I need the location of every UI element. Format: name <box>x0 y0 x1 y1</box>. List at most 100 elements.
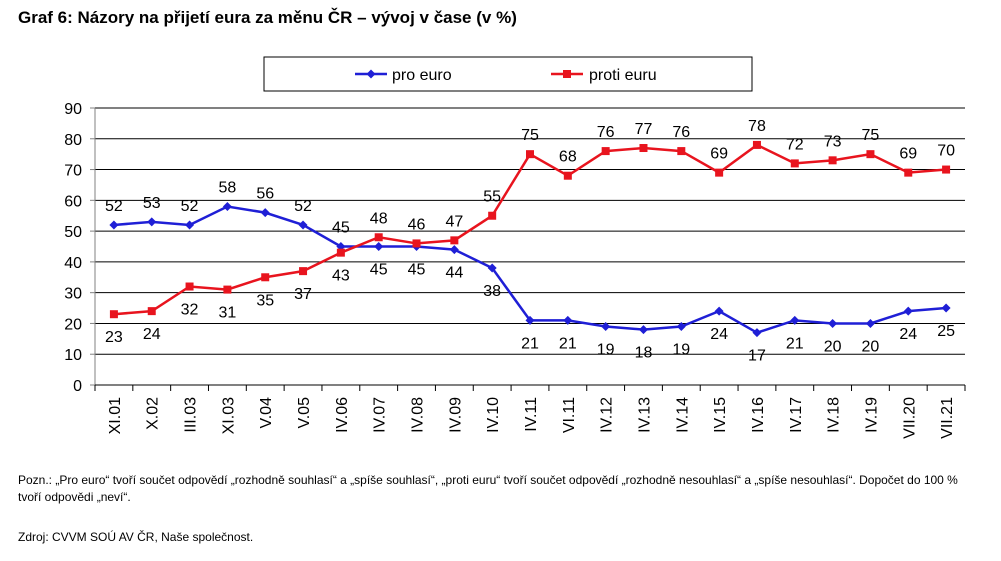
data-point <box>601 147 610 156</box>
data-label: 25 <box>937 323 955 340</box>
data-label: 75 <box>862 127 880 144</box>
footnote: Pozn.: „Pro euro“ tvoří součet odpovědí … <box>18 473 958 504</box>
data-label: 69 <box>710 146 728 163</box>
y-tick-label: 60 <box>64 193 82 210</box>
data-point <box>185 282 194 291</box>
data-point <box>639 144 648 153</box>
data-point <box>865 318 875 328</box>
series-group: 52 53 52 58 56 52 45 45 45 44 38 21 21 19 18 19 24 17 21 20… <box>105 118 955 365</box>
y-tick-label: 90 <box>64 101 82 118</box>
data-label: 68 <box>559 149 577 166</box>
x-tick-label: V.04 <box>258 397 275 429</box>
data-label: 17 <box>748 348 766 365</box>
data-label: 23 <box>105 329 123 346</box>
data-point <box>715 168 724 177</box>
data-label: 77 <box>635 121 653 138</box>
data-point <box>299 267 308 276</box>
axes: 0 10 20 30 40 50 60 70 80 90 XI.01 X.02 III.03 XI.03 V… <box>64 101 966 439</box>
data-label: 45 <box>332 220 350 237</box>
legend-label: proti euru <box>589 67 657 84</box>
data-label: 58 <box>218 179 236 196</box>
y-tick-label: 70 <box>64 163 82 180</box>
x-tick-label: IV.11 <box>523 397 540 432</box>
data-label: 52 <box>105 198 123 215</box>
data-label: 32 <box>181 302 199 319</box>
data-label: 35 <box>256 292 274 309</box>
data-label: 52 <box>294 198 312 215</box>
data-label: 69 <box>899 146 917 163</box>
data-label: 21 <box>521 335 539 352</box>
data-label: 43 <box>332 268 350 285</box>
data-label: 21 <box>786 335 804 352</box>
data-point <box>638 325 648 335</box>
data-point <box>412 239 421 248</box>
data-point <box>714 306 724 316</box>
data-label: 55 <box>483 189 501 206</box>
data-point <box>790 315 800 325</box>
data-point <box>828 156 837 165</box>
data-label: 70 <box>937 143 955 160</box>
data-label: 45 <box>408 262 426 279</box>
legend-marker <box>366 69 376 79</box>
data-point <box>752 140 761 149</box>
data-label: 46 <box>408 216 426 233</box>
data-label: 20 <box>862 338 880 355</box>
data-point <box>676 322 686 332</box>
data-label: 76 <box>597 124 615 141</box>
data-point <box>298 220 308 230</box>
data-point <box>109 310 118 319</box>
y-tick-label: 20 <box>64 316 82 333</box>
data-point <box>903 306 913 316</box>
data-point <box>450 236 459 245</box>
data-point <box>828 318 838 328</box>
data-point <box>449 245 459 255</box>
data-point <box>941 303 951 313</box>
data-point <box>147 217 157 227</box>
data-point <box>752 328 762 338</box>
x-tick-label: IV.18 <box>826 397 843 433</box>
x-tick-label: IV.17 <box>788 397 805 433</box>
data-point <box>601 322 611 332</box>
x-tick-label: IV.15 <box>712 397 729 433</box>
x-tick-label: IV.13 <box>636 397 653 433</box>
data-point <box>185 220 195 230</box>
x-tick-label: IV.16 <box>750 397 767 433</box>
data-label: 20 <box>824 338 842 355</box>
data-point <box>222 201 232 211</box>
data-point <box>374 233 383 242</box>
data-point <box>109 220 119 230</box>
data-point <box>525 315 535 325</box>
x-tick-label: VII.20 <box>901 397 918 439</box>
data-label: 44 <box>445 265 463 282</box>
x-tick-label: IV.06 <box>334 397 351 433</box>
data-label: 72 <box>786 136 804 153</box>
data-point <box>563 315 573 325</box>
data-label: 48 <box>370 210 388 227</box>
data-point <box>487 263 497 273</box>
x-tick-label: XI.01 <box>107 397 124 434</box>
data-point <box>790 159 799 168</box>
y-tick-label: 30 <box>64 286 82 303</box>
x-tick-label: IV.14 <box>674 397 691 433</box>
x-tick-label: X.02 <box>145 397 162 430</box>
data-point <box>374 242 384 251</box>
data-point <box>260 208 270 218</box>
x-tick-label: III.03 <box>183 397 200 433</box>
data-label: 76 <box>672 124 690 141</box>
data-label: 56 <box>256 186 274 203</box>
legend: pro euro proti euru <box>263 56 753 92</box>
data-point <box>904 168 913 177</box>
data-label: 73 <box>824 133 842 150</box>
data-point <box>336 248 345 257</box>
data-label: 24 <box>710 326 728 343</box>
line-chart: 0 10 20 30 40 50 60 70 80 90 XI.01 X.02 III.03 XI.03 V… <box>64 56 966 439</box>
x-tick-label: VII.21 <box>939 397 956 439</box>
y-tick-label: 80 <box>64 132 82 149</box>
data-point <box>526 150 534 159</box>
data-label: 24 <box>143 326 161 343</box>
data-label: 47 <box>445 213 463 230</box>
source-note: Zdroj: CVVM SOÚ AV ČR, Naše společnost. <box>18 530 254 544</box>
x-tick-label: V.05 <box>296 397 313 429</box>
data-point <box>223 285 232 294</box>
x-tick-label: IV.12 <box>599 397 616 433</box>
